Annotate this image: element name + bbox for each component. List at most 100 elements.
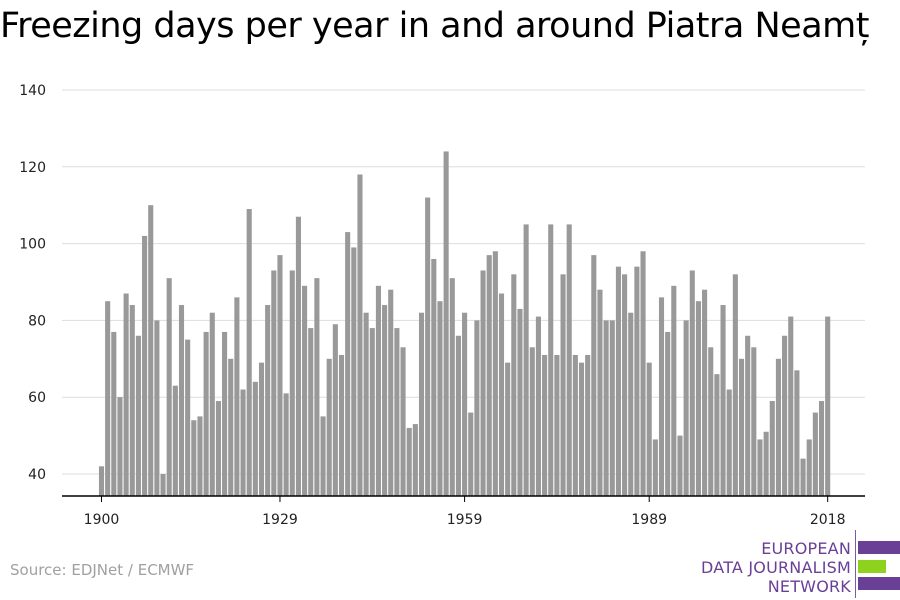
bar-2005 (745, 335, 751, 496)
y-tick-label: 60 (28, 390, 46, 406)
bar-1904 (123, 293, 129, 496)
bar-1934 (308, 328, 314, 496)
y-tick-label: 120 (19, 160, 46, 176)
bar-1990 (652, 439, 658, 496)
bar-1948 (394, 328, 400, 496)
bar-1968 (517, 308, 523, 496)
bar-1915 (191, 420, 197, 496)
chart-title: Freezing days per year in and around Pia… (0, 6, 869, 46)
bar-1909 (154, 320, 160, 496)
bar-1903 (117, 397, 123, 496)
bar-1971 (535, 316, 541, 496)
bar-1926 (258, 362, 265, 496)
bar-1908 (148, 205, 154, 496)
x-tick-label: 2018 (810, 512, 846, 528)
bar-1957 (449, 278, 455, 496)
bar-1980 (591, 255, 597, 496)
bar-1944 (369, 328, 375, 496)
y-axis-labels: 40 60 80 100 120 140 (19, 83, 46, 483)
bar-1942 (357, 174, 363, 497)
bar-2001 (720, 305, 726, 496)
bar-2009 (769, 401, 775, 496)
x-tick-label: 1929 (262, 512, 298, 528)
bar-1960 (468, 412, 474, 496)
bar-1923 (240, 389, 246, 496)
bar-1901 (105, 301, 111, 496)
bar-1961 (474, 320, 480, 496)
bar-1975 (560, 274, 566, 496)
bar-1939 (338, 354, 345, 496)
bar-1914 (185, 339, 191, 496)
bar-1972 (542, 354, 548, 496)
bar-1973 (548, 224, 554, 496)
bar-1967 (511, 274, 517, 496)
bar-1912 (172, 385, 178, 496)
bar-1959 (462, 312, 468, 496)
bar-1931 (289, 270, 295, 496)
bars (98, 151, 831, 497)
logo-line-european: EUROPEAN (761, 539, 851, 558)
bar-1906 (135, 335, 141, 496)
bar-1986 (628, 312, 634, 496)
bar-1921 (228, 358, 234, 496)
y-tick-label: 100 (19, 237, 46, 253)
bar-1951 (412, 424, 418, 496)
bar-1956 (443, 151, 449, 496)
bar-2014 (800, 458, 806, 496)
bar-2010 (775, 358, 781, 496)
bar-1947 (388, 289, 394, 496)
y-tick-label: 140 (19, 83, 46, 99)
bar-2008 (763, 431, 769, 496)
bar-1945 (375, 285, 381, 496)
bar-1984 (615, 266, 621, 496)
bar-2007 (757, 439, 763, 496)
x-tick-label: 1959 (447, 512, 483, 528)
bar-1902 (111, 331, 117, 496)
bar-1929 (277, 255, 283, 496)
x-axis (62, 495, 865, 502)
bar-2002 (726, 389, 732, 496)
bar-1943 (363, 312, 369, 496)
bar-1905 (129, 305, 135, 496)
y-tick-label: 40 (28, 467, 46, 483)
bar-1988 (640, 251, 646, 496)
bar-1985 (622, 274, 628, 496)
bar-1965 (498, 293, 505, 496)
bar-1928 (271, 270, 277, 496)
bar-2003 (732, 274, 738, 496)
bar-1962 (480, 270, 486, 496)
bar-1991 (658, 297, 665, 496)
bar-2012 (788, 316, 794, 496)
bar-1918 (209, 312, 215, 496)
bar-1999 (708, 347, 714, 496)
bar-1976 (566, 224, 572, 496)
logo-bar-bottom (858, 577, 900, 590)
bar-1933 (302, 285, 308, 496)
bar-1977 (572, 354, 578, 496)
bar-1964 (492, 251, 498, 496)
bar-1997 (695, 301, 701, 496)
y-tick-label: 80 (28, 313, 46, 329)
bar-1950 (406, 427, 412, 496)
x-tick-label: 1900 (84, 512, 120, 528)
bar-1911 (166, 278, 172, 496)
x-axis-labels: 1900 1929 1959 1989 2018 (84, 512, 846, 528)
bar-1989 (646, 362, 652, 496)
bar-1982 (603, 320, 609, 496)
bar-1916 (197, 416, 203, 496)
bar-1936 (320, 416, 326, 496)
bar-1935 (314, 278, 320, 496)
source-note: Source: EDJNet / ECMWF (10, 561, 195, 579)
bar-1910 (160, 474, 166, 496)
bar-1922 (234, 297, 240, 496)
bar-2000 (714, 374, 720, 496)
bar-1920 (222, 331, 228, 496)
bar-1954 (431, 258, 437, 496)
bar-1919 (215, 401, 221, 496)
bar-1955 (437, 301, 443, 496)
bar-1983 (609, 320, 615, 496)
bar-1994 (677, 435, 683, 496)
bar-2016 (812, 412, 818, 496)
bar-2018 (825, 316, 831, 496)
